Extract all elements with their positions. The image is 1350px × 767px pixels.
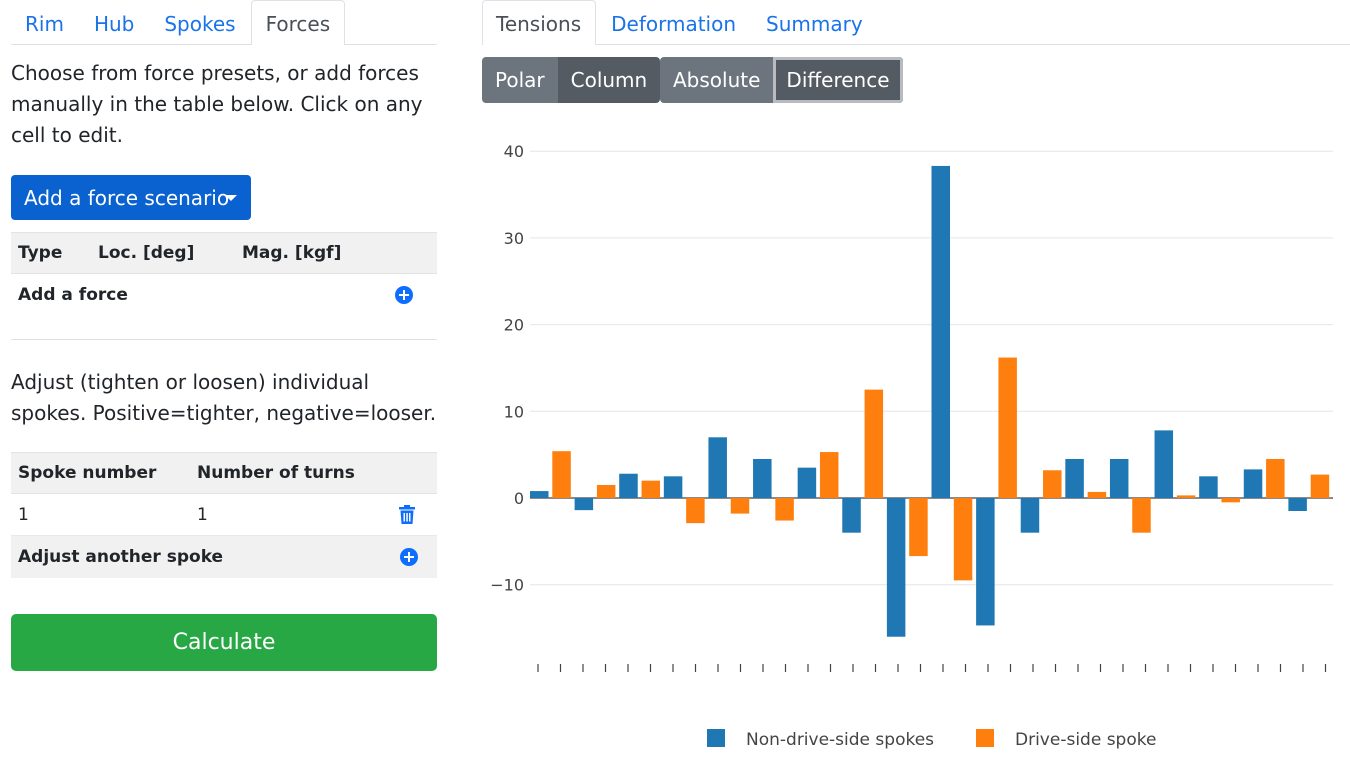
nds-bar[interactable] [1065, 458, 1084, 498]
nds-bar[interactable] [530, 491, 549, 498]
polar-button[interactable]: Polar [482, 57, 558, 103]
left-tabs: Rim Hub Spokes Forces [11, 0, 437, 45]
ds-bar[interactable] [641, 480, 661, 498]
trash-icon[interactable] [399, 505, 415, 524]
tab-spokes[interactable]: Spokes [164, 12, 236, 36]
nds-bar[interactable] [708, 437, 727, 498]
y-tick-label: 20 [504, 316, 524, 335]
view-toggle-group: Polar Column [482, 57, 661, 103]
chart-legend[interactable]: Non-drive-side spokes Drive-side spoke [707, 729, 1156, 750]
nds-bar[interactable] [797, 467, 817, 498]
ds-bar[interactable] [1221, 498, 1240, 503]
ds-bar[interactable] [1176, 495, 1196, 498]
right-panel: Tensions Deformation Summary Polar Colum… [482, 0, 1350, 103]
spoke-number-cell[interactable]: 1 [18, 504, 29, 525]
tab-tensions[interactable]: Tensions [482, 0, 597, 45]
add-force-scenario-label: Add a force scenario [24, 185, 230, 210]
table-row: 1 1 [11, 494, 437, 536]
tab-rim[interactable]: Rim [25, 12, 64, 36]
nds-bar[interactable] [931, 165, 951, 498]
y-axis: −10 0 10 20 30 40 [490, 142, 524, 595]
difference-button[interactable]: Difference [773, 57, 903, 103]
right-tabs: Tensions Deformation Summary [482, 0, 1350, 45]
y-tick-label: 40 [504, 142, 524, 161]
ds-bar[interactable] [730, 498, 750, 514]
caret-down-icon [225, 195, 237, 201]
add-spoke-plus-icon[interactable] [400, 548, 418, 566]
nds-bar[interactable] [1020, 498, 1040, 533]
column-button[interactable]: Column [557, 57, 661, 103]
col-spoke-number: Spoke number [18, 463, 157, 483]
nds-bar[interactable] [663, 476, 683, 498]
add-spoke-row[interactable]: Adjust another spoke [11, 536, 437, 578]
col-type: Type [18, 243, 63, 263]
nds-bar[interactable] [753, 458, 772, 498]
ds-bar[interactable] [775, 498, 794, 521]
col-location: Loc. [deg] [98, 243, 195, 263]
forces-table-header: Type Loc. [deg] Mag. [kgf] [11, 232, 437, 274]
x-axis-ticks [537, 664, 1327, 672]
col-number-of-turns: Number of turns [197, 463, 355, 483]
nds-bar[interactable] [842, 498, 861, 533]
nds-bar[interactable] [976, 498, 995, 626]
tension-difference-chart: −10 0 10 20 30 40 Non-drive-side spokes Drive-… [490, 142, 1333, 750]
forces-instructions: Choose from force presets, or add forces… [11, 61, 423, 147]
forces-table: Type Loc. [deg] Mag. [kgf] Add a force [11, 232, 437, 340]
legend-swatch-nds [707, 729, 725, 747]
ds-bar[interactable] [1043, 470, 1062, 498]
legend-swatch-ds [976, 729, 994, 747]
nds-bar[interactable] [619, 473, 638, 498]
ds-bar[interactable] [953, 498, 973, 581]
nds-bar[interactable] [1154, 430, 1174, 498]
ds-bar[interactable] [864, 389, 884, 498]
nds-bar[interactable] [1288, 498, 1307, 512]
ds-bar[interactable] [998, 357, 1017, 498]
col-magnitude: Mag. [kgf] [242, 243, 342, 263]
forces-table-divider [11, 274, 437, 340]
ds-bar[interactable] [819, 452, 839, 498]
chart-bars [530, 165, 1330, 637]
y-tick-label: −10 [490, 576, 524, 595]
y-tick-label: 30 [504, 229, 524, 248]
ds-bar[interactable] [552, 451, 571, 498]
ds-bar[interactable] [1266, 458, 1285, 498]
nds-bar[interactable] [886, 498, 906, 637]
ds-bar[interactable] [1310, 474, 1330, 498]
ds-bar[interactable] [1087, 491, 1107, 498]
nds-bar[interactable] [1243, 469, 1263, 498]
spoke-table-header: Spoke number Number of turns [11, 452, 437, 494]
add-force-plus-icon[interactable] [395, 286, 413, 304]
tab-summary[interactable]: Summary [766, 12, 863, 36]
turns-cell[interactable]: 1 [197, 504, 208, 525]
tab-hub[interactable]: Hub [93, 12, 135, 36]
mode-toggle-group: Absolute Difference [660, 57, 903, 103]
add-force-scenario-button[interactable]: Add a force scenario [11, 175, 251, 220]
calculate-button[interactable]: Calculate [11, 614, 437, 671]
nds-bar[interactable] [1199, 476, 1218, 498]
nds-bar[interactable] [574, 498, 594, 511]
nds-bar[interactable] [1109, 458, 1129, 498]
ds-bar[interactable] [686, 498, 705, 524]
spoke-adjust-table: Spoke number Number of turns 1 1 Adjust … [11, 452, 437, 578]
tab-forces[interactable]: Forces [250, 0, 346, 45]
left-panel: Rim Hub Spokes Forces Choose from force … [11, 0, 437, 671]
ds-bar[interactable] [1132, 498, 1151, 533]
y-tick-label: 10 [504, 402, 524, 421]
add-spoke-label: Adjust another spoke [18, 547, 224, 567]
add-force-row[interactable]: Add a force [11, 274, 437, 316]
tab-deformation[interactable]: Deformation [611, 12, 737, 36]
legend-label-ds[interactable]: Drive-side spoke [1015, 730, 1156, 750]
legend-label-nds[interactable]: Non-drive-side spokes [746, 730, 934, 750]
y-tick-label: 0 [514, 489, 524, 508]
absolute-button[interactable]: Absolute [660, 57, 774, 103]
ds-bar[interactable] [909, 498, 928, 557]
adjust-spokes-instructions: Adjust (tighten or loosen) individual sp… [11, 370, 437, 425]
add-force-label: Add a force [18, 285, 128, 305]
ds-bar[interactable] [596, 484, 616, 498]
